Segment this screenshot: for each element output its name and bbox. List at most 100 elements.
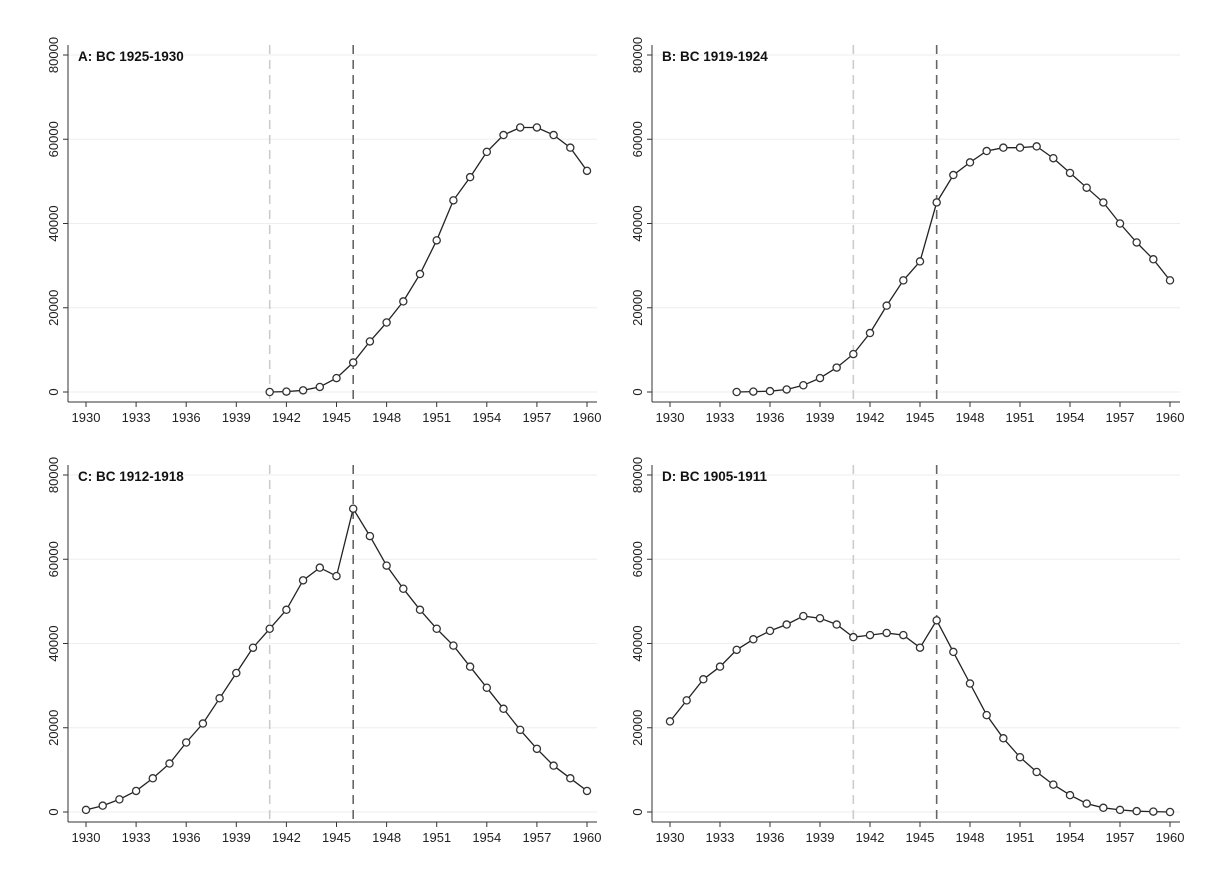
data-point bbox=[1049, 153, 1058, 163]
data-point bbox=[1165, 276, 1175, 285]
x-tick-label: 1948 bbox=[372, 410, 401, 425]
data-point bbox=[365, 337, 375, 346]
y-tick-label: 0 bbox=[46, 388, 61, 395]
x-tick-label: 1945 bbox=[906, 410, 935, 425]
x-tick-label: 1933 bbox=[122, 410, 151, 425]
y-tick-label: 20000 bbox=[630, 290, 645, 326]
data-point bbox=[449, 196, 458, 205]
x-tick-label: 1948 bbox=[372, 830, 401, 845]
x-tick-label: 1942 bbox=[856, 410, 885, 425]
x-tick-label: 1939 bbox=[806, 830, 835, 845]
y-tick-label: 80000 bbox=[630, 457, 645, 493]
data-point bbox=[1082, 183, 1091, 192]
data-point bbox=[549, 130, 558, 140]
data-point bbox=[499, 130, 508, 140]
data-point bbox=[949, 647, 958, 657]
x-tick-label: 1942 bbox=[272, 410, 301, 425]
data-point bbox=[332, 373, 341, 383]
chart-panel-4: 0 20000 40000 60000 80000 1930 1933 1936 1939 194… bbox=[630, 457, 1184, 845]
data-point bbox=[549, 761, 558, 770]
x-tick-label: 1960 bbox=[573, 410, 602, 425]
data-point bbox=[582, 166, 592, 176]
x-tick-label: 1948 bbox=[956, 830, 985, 845]
series-line bbox=[269, 126, 588, 393]
y-tick-label: 80000 bbox=[46, 457, 61, 493]
x-tick-label: 1945 bbox=[322, 830, 351, 845]
data-point bbox=[298, 386, 308, 395]
data-point bbox=[315, 563, 325, 572]
data-point bbox=[415, 269, 425, 279]
x-tick-label: 1960 bbox=[1156, 830, 1185, 845]
x-tick-label: 1936 bbox=[172, 410, 201, 425]
x-tick-label: 1960 bbox=[573, 830, 602, 845]
data-point bbox=[532, 744, 542, 754]
data-point bbox=[265, 387, 274, 397]
data-point bbox=[215, 694, 224, 703]
data-point bbox=[999, 734, 1008, 743]
y-tick-label: 60000 bbox=[46, 541, 61, 577]
x-tick-label: 1951 bbox=[422, 410, 451, 425]
data-point bbox=[232, 668, 241, 678]
y-tick-label: 0 bbox=[46, 808, 61, 815]
data-point bbox=[1032, 767, 1041, 777]
y-tick-label: 80000 bbox=[630, 37, 645, 73]
x-tick-label: 1954 bbox=[472, 410, 501, 425]
y-tick-label: 20000 bbox=[630, 710, 645, 746]
x-tick-label: 1942 bbox=[856, 830, 885, 845]
data-point bbox=[1032, 142, 1041, 151]
data-point bbox=[1099, 803, 1108, 813]
y-tick-label: 80000 bbox=[46, 37, 61, 73]
data-point bbox=[765, 386, 775, 396]
data-point bbox=[348, 358, 358, 367]
data-point bbox=[832, 620, 841, 629]
chart-panel-2: 0 20000 40000 60000 80000 1930 1933 1936 1939 194… bbox=[630, 37, 1184, 425]
data-point bbox=[382, 561, 391, 570]
chart-panel-3: 0 20000 40000 60000 80000 1930 1933 1936 1939 194… bbox=[46, 457, 601, 845]
data-point bbox=[348, 504, 358, 513]
data-point bbox=[465, 662, 475, 671]
data-point bbox=[1099, 198, 1108, 207]
data-point bbox=[882, 301, 891, 310]
y-tick-label: 0 bbox=[630, 808, 645, 815]
data-point bbox=[982, 146, 991, 156]
data-point bbox=[1149, 255, 1158, 264]
data-point bbox=[399, 297, 408, 306]
data-point bbox=[482, 683, 492, 692]
data-point bbox=[949, 170, 958, 180]
x-tick-label: 1945 bbox=[906, 830, 935, 845]
data-point bbox=[566, 774, 575, 783]
y-tick-label: 40000 bbox=[46, 205, 61, 241]
data-point bbox=[465, 172, 475, 182]
data-point bbox=[765, 626, 775, 636]
data-point bbox=[1132, 238, 1141, 247]
panel-title: B: BC 1919-1924 bbox=[662, 49, 768, 64]
y-tick-label: 60000 bbox=[630, 541, 645, 577]
x-tick-label: 1939 bbox=[806, 410, 835, 425]
data-point bbox=[382, 318, 391, 327]
panel-title: C: BC 1912-1918 bbox=[78, 469, 184, 484]
data-point bbox=[899, 630, 908, 640]
x-tick-label: 1939 bbox=[222, 410, 251, 425]
y-tick-label: 20000 bbox=[46, 710, 61, 746]
y-tick-label: 40000 bbox=[630, 205, 645, 241]
data-point bbox=[1015, 143, 1025, 152]
data-point bbox=[532, 123, 542, 132]
x-tick-label: 1951 bbox=[422, 830, 451, 845]
data-point bbox=[865, 630, 875, 640]
data-point bbox=[715, 662, 725, 671]
data-point bbox=[81, 805, 91, 815]
data-point bbox=[515, 725, 525, 735]
data-point bbox=[799, 611, 808, 621]
data-point bbox=[832, 363, 841, 372]
data-point bbox=[1149, 807, 1158, 816]
x-tick-label: 1942 bbox=[272, 830, 301, 845]
data-point bbox=[665, 717, 675, 726]
data-point bbox=[432, 624, 441, 634]
data-point bbox=[849, 632, 858, 642]
data-point bbox=[449, 641, 458, 650]
x-tick-label: 1954 bbox=[472, 830, 501, 845]
data-point bbox=[482, 147, 492, 157]
x-tick-label: 1951 bbox=[1006, 830, 1035, 845]
data-point bbox=[1132, 806, 1141, 816]
